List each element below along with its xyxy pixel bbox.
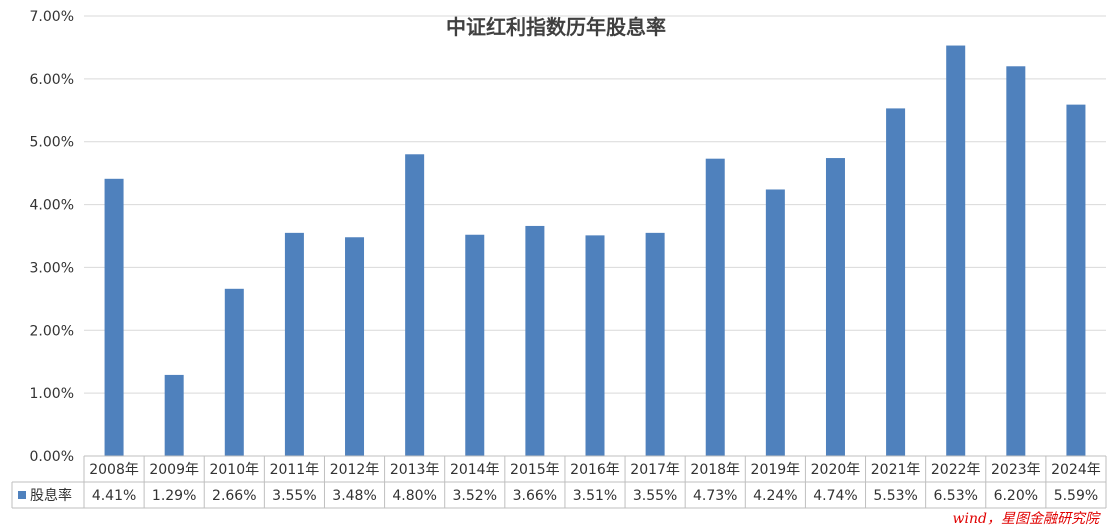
x-tick-label: 2012年 — [330, 462, 380, 478]
bar — [284, 232, 304, 456]
y-axis-ticks: 0.00% 1.00% 2.00% 3.00% 4.00% 5.00% 6.00% 7.00% — [30, 9, 74, 465]
x-tick-label: 2010年 — [209, 462, 259, 478]
y-tick-label: 5.00% — [30, 135, 74, 151]
data-label: 4.80% — [392, 488, 436, 504]
bar — [465, 234, 485, 456]
bar — [1066, 104, 1086, 456]
data-label: 6.20% — [994, 488, 1038, 504]
x-tick-label: 2022年 — [931, 462, 981, 478]
x-tick-label: 2019年 — [751, 462, 801, 478]
x-tick-label: 2018年 — [690, 462, 740, 478]
x-tick-label: 2024年 — [1051, 462, 1101, 478]
x-tick-label: 2020年 — [811, 462, 861, 478]
bar — [1006, 66, 1026, 457]
y-tick-label: 1.00% — [30, 386, 74, 402]
x-tick-label: 2021年 — [871, 462, 921, 478]
x-tick-label: 2014年 — [450, 462, 500, 478]
bar — [525, 225, 545, 456]
x-tick-label: 2016年 — [570, 462, 620, 478]
bar — [585, 235, 605, 456]
bar — [405, 154, 425, 457]
x-tick-label: 2008年 — [89, 462, 139, 478]
bar — [224, 288, 244, 456]
x-tick-label: 2009年 — [149, 462, 199, 478]
data-label: 4.73% — [693, 488, 737, 504]
bar — [104, 178, 124, 457]
bar — [765, 189, 785, 456]
data-label: 3.51% — [573, 488, 617, 504]
data-label: 3.55% — [633, 488, 677, 504]
data-label: 1.29% — [152, 488, 196, 504]
bar — [164, 374, 184, 456]
data-label: 3.48% — [332, 488, 376, 504]
data-label: 4.24% — [753, 488, 797, 504]
legend-swatch — [18, 491, 26, 499]
bar — [705, 158, 725, 456]
data-label: 3.52% — [453, 488, 497, 504]
legend-label: 股息率 — [30, 487, 72, 504]
data-label: 4.41% — [92, 488, 136, 504]
data-label: 3.55% — [272, 488, 316, 504]
y-tick-label: 7.00% — [30, 9, 74, 25]
bar — [946, 45, 966, 457]
x-tick-label: 2011年 — [270, 462, 320, 478]
y-tick-label: 6.00% — [30, 72, 74, 88]
bars — [104, 45, 1086, 457]
data-label: 3.66% — [513, 488, 557, 504]
bar — [345, 237, 365, 456]
source-note: wind，星图金融研究院 — [952, 511, 1099, 527]
bar — [886, 108, 906, 457]
data-table: 股息率 2008年 4.41% 2009年 1.29% 2010年 2.66% 2011年 3.… — [11, 455, 1107, 509]
chart-title: 中证红利指数历年股息率 — [446, 15, 666, 39]
bar — [645, 232, 665, 456]
data-label: 5.59% — [1054, 488, 1098, 504]
data-label: 2.66% — [212, 488, 256, 504]
data-label: 5.53% — [873, 488, 917, 504]
y-tick-label: 2.00% — [30, 323, 74, 339]
data-label: 4.74% — [813, 488, 857, 504]
y-tick-label: 0.00% — [30, 449, 74, 465]
x-tick-label: 2017年 — [630, 462, 680, 478]
bar — [825, 158, 845, 457]
y-tick-label: 3.00% — [30, 260, 74, 276]
x-tick-label: 2023年 — [991, 462, 1041, 478]
data-label: 6.53% — [933, 488, 977, 504]
x-tick-label: 2013年 — [390, 462, 440, 478]
x-tick-label: 2015年 — [510, 462, 560, 478]
y-tick-label: 4.00% — [30, 198, 74, 214]
